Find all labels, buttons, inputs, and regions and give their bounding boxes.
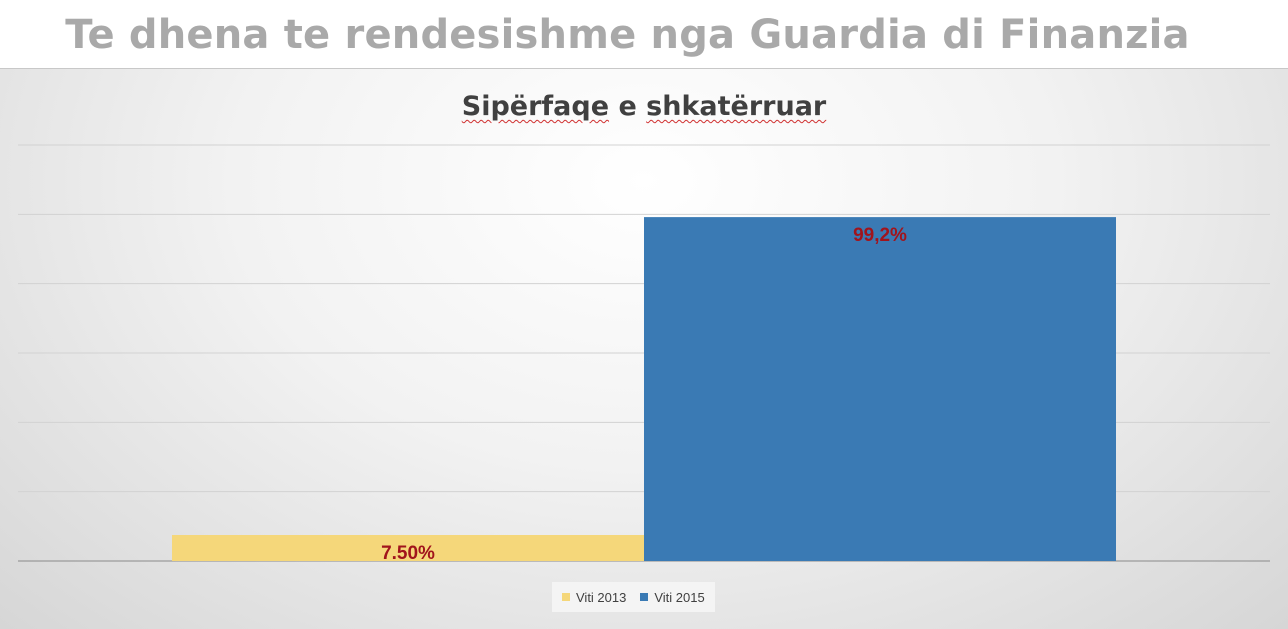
legend-label-2015: Viti 2015 [654, 589, 705, 605]
bar-viti-2015[interactable] [644, 217, 1116, 561]
legend-label-2013: Viti 2013 [576, 589, 627, 605]
legend: Viti 2013 Viti 2015 [552, 582, 715, 612]
chart-title-word-1: Sipërfaqe [461, 91, 610, 122]
legend-swatch-2013 [562, 593, 570, 601]
bars [172, 217, 1116, 561]
legend-swatch-2015 [640, 593, 649, 601]
legend-item-2015[interactable]: Viti 2015 [640, 589, 705, 605]
slide-title: Te dhena te rendesishme nga Guardia di F… [65, 12, 1190, 58]
chart-title: Sipërfaqe e shkatërruar [0, 91, 1288, 122]
bar-plot: 7.50% 99,2% [18, 144, 1270, 564]
chart-area: Sipërfaqe e shkatërruar 7.50% 99,2% Viti … [0, 68, 1288, 629]
chart-title-word-3: shkatërruar [646, 91, 827, 122]
chart-title-word-2: e [618, 91, 637, 122]
data-labels: 7.50% 99,2% [381, 225, 907, 564]
legend-item-2013[interactable]: Viti 2013 [562, 590, 626, 605]
data-label-viti-2015: 99,2% [853, 225, 907, 246]
bar-viti-2013[interactable] [172, 535, 644, 561]
data-label-viti-2013: 7.50% [381, 543, 435, 564]
